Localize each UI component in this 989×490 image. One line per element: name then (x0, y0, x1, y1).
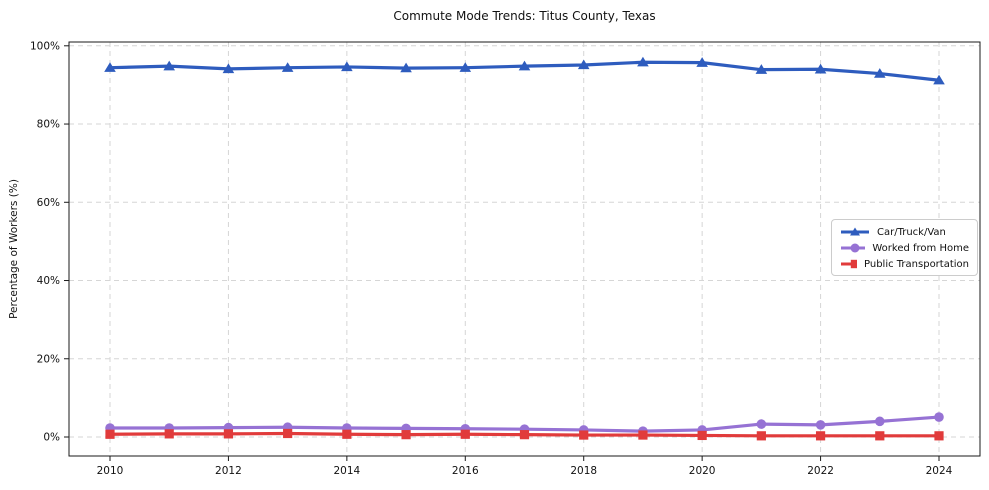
data-point-triangle (222, 63, 235, 74)
data-point-triangle (814, 63, 827, 74)
data-point-square (105, 429, 115, 439)
x-tick-label: 2020 (689, 465, 716, 477)
legend-item: Car/Truck/Van (840, 225, 969, 239)
data-point-square (519, 430, 530, 440)
data-point-square (579, 430, 589, 440)
data-point-square (875, 431, 885, 441)
y-tick-label: 80% (37, 119, 60, 131)
legend-item: Public Transportation (840, 257, 969, 271)
chart-title: Commute Mode Trends: Titus County, Texas (393, 9, 656, 23)
y-tick-label: 0% (43, 432, 60, 444)
x-tick-label: 2016 (452, 465, 479, 477)
data-point-triangle (696, 57, 708, 67)
x-tick-label: 2018 (570, 465, 597, 477)
data-point-triangle (281, 62, 294, 72)
data-point-square (815, 431, 826, 441)
data-point-square (283, 428, 293, 439)
data-point-triangle (400, 62, 412, 73)
data-point-circle (874, 416, 885, 427)
data-point-square (164, 429, 174, 439)
legend-marker-circle-icon (841, 243, 866, 253)
x-tick-label: 2014 (333, 465, 360, 477)
legend-label: Public Transportation (864, 258, 969, 270)
data-point-circle (756, 419, 767, 429)
data-point-square (223, 429, 234, 439)
x-tick-label: 2010 (97, 465, 124, 477)
data-point-square (342, 429, 352, 439)
y-tick-label: 20% (37, 353, 60, 365)
data-point-triangle (518, 60, 531, 71)
data-point-square (934, 431, 944, 441)
data-point-triangle (163, 60, 176, 71)
data-point-square (756, 431, 766, 441)
legend-marker-triangle-icon (841, 227, 869, 236)
data-point-square (697, 430, 707, 441)
legend-marker-square-icon (841, 259, 858, 269)
x-tick-label: 2022 (807, 465, 834, 477)
data-point-circle (934, 412, 944, 422)
data-point-triangle (577, 59, 590, 70)
legend: Car/Truck/Van Worked from Home Public Tran… (831, 219, 978, 276)
x-tick-label: 2024 (926, 465, 953, 477)
plot-background (69, 42, 980, 456)
y-tick-label: 40% (37, 275, 60, 287)
legend-item: Worked from Home (840, 241, 969, 255)
data-point-square (401, 430, 411, 440)
data-point-triangle (637, 56, 649, 67)
data-point-triangle (933, 74, 945, 85)
x-tick-label: 2012 (215, 465, 242, 477)
data-point-square (638, 430, 648, 440)
data-point-triangle (104, 62, 116, 72)
legend-label: Car/Truck/Van (877, 226, 946, 238)
data-point-triangle (341, 61, 353, 72)
data-point-triangle (873, 68, 886, 78)
legend-label: Worked from Home (872, 242, 969, 254)
data-point-triangle (755, 64, 768, 74)
data-point-triangle (459, 62, 472, 72)
y-tick-label: 60% (37, 197, 60, 209)
y-tick-label: 100% (30, 40, 60, 52)
data-point-square (460, 429, 470, 439)
data-point-circle (815, 420, 826, 430)
axes-border (68, 41, 981, 457)
